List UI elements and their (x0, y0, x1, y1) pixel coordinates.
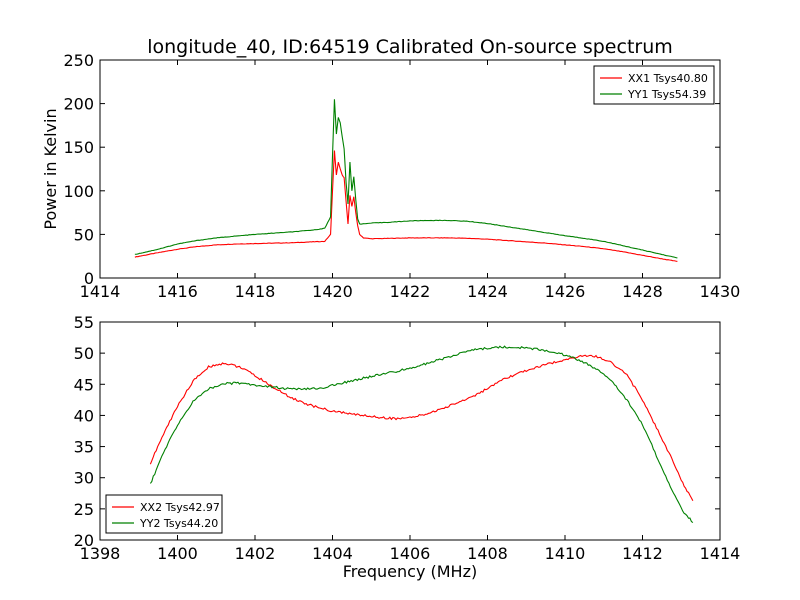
x-tick-label: 1414 (80, 282, 121, 301)
bottom-plot: 1398 1400 1402 1404 1406 1408 1410 1412 1414 20 25… (74, 313, 741, 563)
y-tick-label: 50 (74, 344, 94, 363)
y-tick-label: 250 (63, 51, 94, 70)
x-tick-label: 1408 (467, 544, 508, 563)
x-tick-label: 1424 (467, 282, 508, 301)
y-tick-label: 45 (74, 375, 94, 394)
y-tick-label: 0 (84, 269, 94, 288)
legend-box (593, 65, 715, 105)
y-tick-label: 20 (74, 531, 94, 550)
y-tick-label: 25 (74, 500, 94, 519)
legend: XX2 Tsys42.97 YY2 Tsys44.20 (105, 494, 223, 534)
x-tick-label: 1412 (622, 544, 663, 563)
x-tick-label: 1426 (545, 282, 586, 301)
legend-box (105, 494, 223, 534)
x-tick-label: 1416 (157, 282, 198, 301)
chart-title: longitude_40, ID:64519 Calibrated On-sou… (147, 36, 673, 58)
series-line-1-1 (134, 150, 678, 262)
x-tick-label: 1430 (700, 282, 741, 301)
top-plot: 1414 1416 1418 1420 1422 1424 1426 1428 1430 0 50 1… (63, 51, 740, 301)
top-y-axis-label: Power in Kelvin (41, 108, 60, 229)
series-line-2-2 (149, 345, 694, 524)
bottom-x-axis-label: Frequency (MHz) (343, 562, 477, 581)
y-tick-label: 200 (63, 95, 94, 114)
x-tick-label: 1404 (312, 544, 353, 563)
x-tick-label: 1398 (80, 544, 121, 563)
legend-label: XX1 Tsys40.80 (628, 72, 708, 85)
x-tick-label: 1410 (545, 544, 586, 563)
x-tick-label: 1418 (235, 282, 276, 301)
series-line-2-1 (149, 354, 694, 502)
y-tick-label: 35 (74, 438, 94, 457)
x-tick-label: 1400 (157, 544, 198, 563)
legend: XX1 Tsys40.80 YY1 Tsys54.39 (593, 65, 715, 105)
legend-label: XX2 Tsys42.97 (140, 501, 220, 514)
x-tick-label: 1406 (390, 544, 431, 563)
y-tick-label: 55 (74, 313, 94, 332)
x-tick-label: 1422 (390, 282, 431, 301)
x-tick-label: 1402 (235, 544, 276, 563)
legend-label: YY2 Tsys44.20 (139, 517, 218, 530)
legend-label: YY1 Tsys54.39 (627, 88, 706, 101)
y-tick-label: 30 (74, 469, 94, 488)
y-tick-label: 100 (63, 182, 94, 201)
series-line-1-2 (134, 99, 678, 259)
y-tick-label: 40 (74, 406, 94, 425)
y-tick-label: 50 (74, 225, 94, 244)
x-tick-label: 1428 (622, 282, 663, 301)
x-tick-label: 1414 (700, 544, 741, 563)
y-tick-label: 150 (63, 138, 94, 157)
x-tick-label: 1420 (312, 282, 353, 301)
